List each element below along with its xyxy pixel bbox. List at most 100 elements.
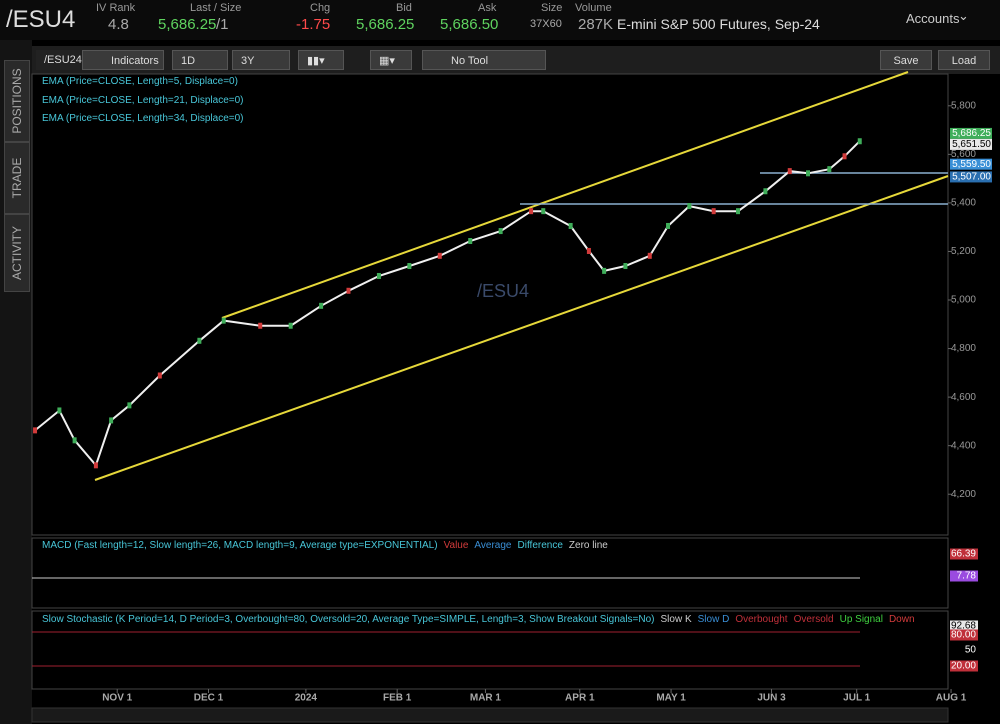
chart-style-select[interactable]: ▮▮▾ <box>298 50 344 70</box>
close-point <box>57 407 62 414</box>
close-point <box>857 138 862 145</box>
channel-bottom <box>94 175 949 481</box>
study-label: MACD (Fast length=12, Slow length=26, MA… <box>42 540 438 551</box>
close-point <box>568 222 573 229</box>
label: Ask <box>478 2 497 14</box>
close-point <box>157 372 162 379</box>
value: 287K <box>578 16 614 33</box>
study-label: EMA (Price=CLOSE, Length=5, Displace=0) <box>42 76 238 87</box>
close-point <box>346 287 351 294</box>
legend-item: Down <box>888 614 915 625</box>
tab-label: POSITIONS <box>10 68 24 134</box>
x-tick-label: AUG 1 <box>936 693 967 704</box>
x-tick-label: JUN 3 <box>757 693 786 704</box>
label: Last / Size <box>190 2 242 14</box>
indicator-label-bg <box>950 548 978 560</box>
indicator-label: 92.68 <box>951 621 976 632</box>
y-tick-label: 4,800 <box>951 343 976 354</box>
study-label: EMA (Price=CLOSE, Length=34, Displace=0) <box>42 113 244 124</box>
close-point <box>197 337 202 344</box>
indicator-label-bg <box>950 660 978 672</box>
side-tab[interactable]: TRADE <box>4 142 30 214</box>
indicator-label: 20.00 <box>951 661 976 672</box>
close-point <box>319 302 324 309</box>
value: 37X60 <box>530 18 562 30</box>
close-point <box>806 170 811 177</box>
price-label: 5,686.25 <box>952 128 991 139</box>
price-label-bg <box>950 127 992 139</box>
x-tick-label: JUL 1 <box>843 693 870 704</box>
x-tick-label: MAY 1 <box>656 693 686 704</box>
label: IV Rank <box>96 2 136 14</box>
header-bg <box>0 0 1000 40</box>
y-tick-label: 4,600 <box>951 392 976 403</box>
tab-label: TRADE <box>10 157 24 199</box>
stoch-panel <box>31 610 949 690</box>
close-point <box>763 188 768 195</box>
value: /1 <box>216 16 229 33</box>
value: 5,686.50 <box>440 16 499 33</box>
tool-select[interactable]: No Tool <box>422 50 546 70</box>
layout-select[interactable]: ▦▾ <box>370 50 412 70</box>
x-tick-label: 2024 <box>295 693 318 704</box>
y-tick-label: 4,200 <box>951 489 976 500</box>
close-point <box>127 402 132 409</box>
close-point <box>687 203 692 210</box>
close-point <box>498 228 503 235</box>
x-tick-label: DEC 1 <box>194 693 224 704</box>
legend-item: Up Signal <box>839 614 883 625</box>
label: Size <box>541 2 563 14</box>
study-legend: EMA (Price=CLOSE, Length=5, Displace=0) … <box>42 73 244 129</box>
load-button[interactable]: Load <box>938 50 990 70</box>
range-select[interactable]: 3Y <box>232 50 290 70</box>
close-point <box>666 222 671 229</box>
x-tick-label: APR 1 <box>565 693 595 704</box>
save-button[interactable]: Save <box>880 50 932 70</box>
legend-item: Overbought <box>735 614 788 625</box>
side-tab[interactable]: ACTIVITY <box>4 214 30 292</box>
y-tick-label: 5,800 <box>951 100 976 111</box>
indicator-label: 7.78 <box>957 571 977 582</box>
close-point <box>72 437 77 444</box>
y-tick-label: 5,600 <box>951 149 976 160</box>
y-tick-label: 5,400 <box>951 198 976 209</box>
close-point <box>468 238 473 245</box>
indicator-label: 66.39 <box>951 549 976 560</box>
legend-item: Difference <box>517 540 563 551</box>
price-label: 5,507.00 <box>952 172 991 183</box>
indicator-label-bg <box>950 629 978 641</box>
y-tick-label: 5,200 <box>951 246 976 257</box>
value: -1.75 <box>296 16 331 33</box>
tab-label: ACTIVITY <box>10 225 24 281</box>
close-point <box>787 168 792 175</box>
close-point <box>736 208 741 215</box>
channel-top <box>221 71 909 319</box>
indicator-label: 80.00 <box>951 630 976 641</box>
close-point <box>376 272 381 279</box>
aggregation-select[interactable]: 1D <box>172 50 228 70</box>
value: 5,686.25 <box>158 16 217 33</box>
legend-item: Slow K <box>660 614 692 625</box>
price-label-bg <box>950 158 992 170</box>
close-point <box>586 247 591 254</box>
scrollbar[interactable] <box>31 707 949 723</box>
indicators-button[interactable]: Indicators <box>82 50 164 70</box>
accounts-menu[interactable]: Accounts <box>906 11 960 26</box>
x-tick-label: NOV 1 <box>102 693 132 704</box>
close-point <box>647 252 652 259</box>
close-point <box>623 263 628 270</box>
toolbar-symbol[interactable]: /ESU24 <box>36 50 82 70</box>
label: Volume <box>575 2 612 14</box>
indicator-label-bg <box>950 570 978 582</box>
value: 5,686.25 <box>356 16 415 33</box>
watermark: /ESU4 <box>477 281 529 301</box>
close-point <box>407 263 412 270</box>
close-point <box>288 322 293 329</box>
price-label: 5,559.50 <box>952 159 991 170</box>
close-point <box>109 417 114 424</box>
x-tick-label: FEB 1 <box>383 693 412 704</box>
stoch-legend: Slow Stochastic (K Period=14, D Period=3… <box>42 614 915 625</box>
side-tab[interactable]: POSITIONS <box>4 60 30 142</box>
price-label-bg <box>950 171 992 183</box>
